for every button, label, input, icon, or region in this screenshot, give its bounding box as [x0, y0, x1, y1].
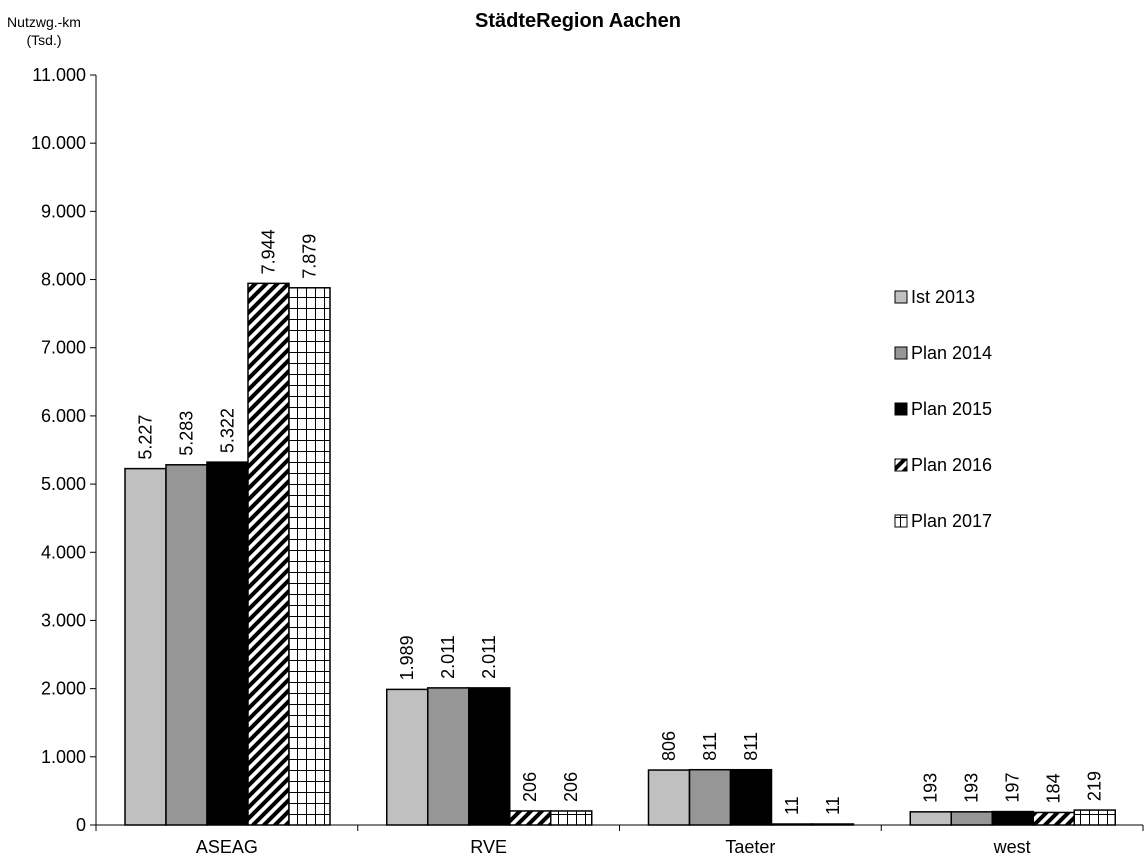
legend-label: Plan 2016 — [911, 455, 992, 475]
data-label: 197 — [1003, 773, 1023, 803]
y-tick-label: 8.000 — [41, 270, 86, 290]
data-label: 7.879 — [300, 234, 320, 279]
bar — [688, 768, 732, 826]
data-label: 811 — [700, 732, 720, 761]
data-label: 806 — [659, 731, 679, 761]
legend-swatch — [894, 402, 908, 416]
data-label: 7.944 — [259, 229, 279, 274]
y-axis-label-line1: Nutzwg.-km — [7, 14, 81, 30]
legend-swatch — [894, 514, 908, 528]
y-tick-label: 9.000 — [41, 201, 86, 221]
plot-area: 5.227 1.989 806 193 5.283 2.011 811 193 5.322 2.0… — [124, 229, 1116, 826]
data-label: 2.011 — [479, 635, 499, 679]
data-label: 206 — [520, 772, 540, 802]
bar — [1032, 811, 1075, 826]
legend-label: Plan 2015 — [911, 399, 992, 419]
bar — [509, 810, 552, 826]
bar — [550, 810, 593, 826]
y-tick-label: 10.000 — [31, 133, 86, 153]
bar — [427, 687, 470, 826]
x-tick-label: RVE — [470, 837, 507, 857]
data-label: 811 — [741, 732, 761, 761]
y-tick-label: 6.000 — [41, 406, 86, 426]
data-label: 193 — [921, 773, 941, 803]
bar — [247, 282, 290, 826]
data-label: 206 — [561, 772, 581, 802]
bar — [909, 811, 952, 826]
data-label: 5.283 — [177, 411, 197, 456]
y-tick-label: 4.000 — [41, 542, 86, 562]
data-label: 5.227 — [136, 415, 156, 460]
y-tick-label: 1.000 — [41, 747, 86, 767]
y-axis-label-line2: (Tsd.) — [27, 32, 62, 48]
data-label: 219 — [1085, 771, 1105, 801]
legend-swatch — [894, 458, 908, 472]
bar — [1073, 809, 1116, 826]
y-axis: 0 1.000 2.000 3.000 4.000 5.000 6.000 7.000 8.00… — [31, 65, 97, 835]
data-label: 11 — [782, 796, 802, 815]
bar — [288, 287, 331, 826]
y-tick-label: 5.000 — [41, 474, 86, 494]
bar — [991, 810, 1034, 826]
legend: Ist 2013 Plan 2014 Plan 2015 Plan 2016 Plan … — [894, 287, 992, 531]
bar — [206, 461, 249, 826]
bar — [950, 811, 993, 826]
legend-label: Plan 2014 — [911, 343, 992, 363]
y-tick-label: 7.000 — [41, 338, 86, 358]
data-label: 184 — [1044, 773, 1064, 803]
data-label: 5.322 — [218, 408, 238, 453]
data-label: 1.989 — [397, 635, 417, 680]
bar — [386, 688, 429, 826]
y-tick-label: 11.000 — [32, 65, 86, 85]
y-tick-label: 2.000 — [41, 679, 86, 699]
bar — [811, 823, 855, 826]
y-tick-label: 3.000 — [41, 610, 86, 630]
legend-swatch — [894, 290, 908, 304]
bar — [647, 769, 691, 826]
legend-label: Plan 2017 — [911, 511, 992, 531]
data-label: 193 — [962, 773, 982, 803]
bar — [729, 768, 773, 826]
x-axis: ASEAG RVE Taeter west — [95, 824, 1144, 857]
chart-title: StädteRegion Aachen — [475, 10, 681, 32]
bar — [468, 687, 511, 826]
x-tick-label: ASEAG — [196, 837, 258, 857]
x-tick-label: west — [993, 837, 1031, 857]
data-label: 11 — [823, 796, 843, 815]
legend-label: Ist 2013 — [911, 287, 975, 307]
bar — [124, 467, 167, 826]
bar — [165, 464, 208, 826]
x-tick-label: Taeter — [725, 837, 775, 857]
data-label: 2.011 — [438, 635, 458, 679]
bar — [770, 823, 814, 826]
y-tick-label: 0 — [76, 815, 86, 835]
legend-swatch — [894, 346, 908, 360]
